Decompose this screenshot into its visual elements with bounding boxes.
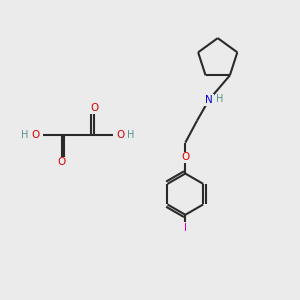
Text: O: O (31, 130, 40, 140)
Text: O: O (58, 158, 66, 167)
Text: O: O (90, 103, 98, 113)
Text: O: O (116, 130, 124, 140)
Text: O: O (181, 152, 190, 162)
Text: H: H (127, 130, 135, 140)
Text: H: H (21, 130, 28, 140)
Text: N: N (205, 95, 213, 105)
Text: I: I (184, 223, 187, 233)
Text: H: H (215, 94, 223, 104)
